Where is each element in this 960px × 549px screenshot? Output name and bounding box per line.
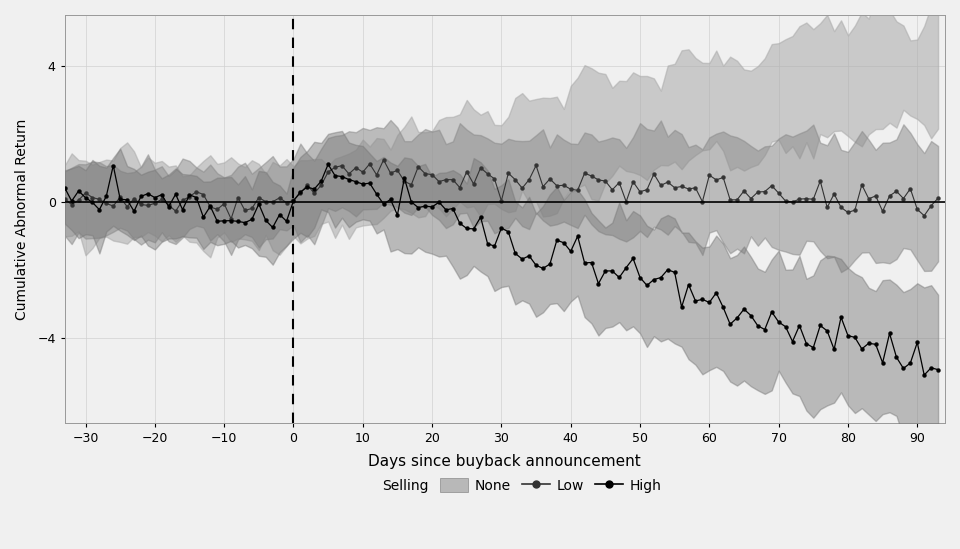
- Legend: Selling, None, Low, High: Selling, None, Low, High: [343, 472, 667, 498]
- Y-axis label: Cumulative Abnormal Return: Cumulative Abnormal Return: [15, 119, 29, 320]
- X-axis label: Days since buyback announcement: Days since buyback announcement: [369, 454, 641, 469]
